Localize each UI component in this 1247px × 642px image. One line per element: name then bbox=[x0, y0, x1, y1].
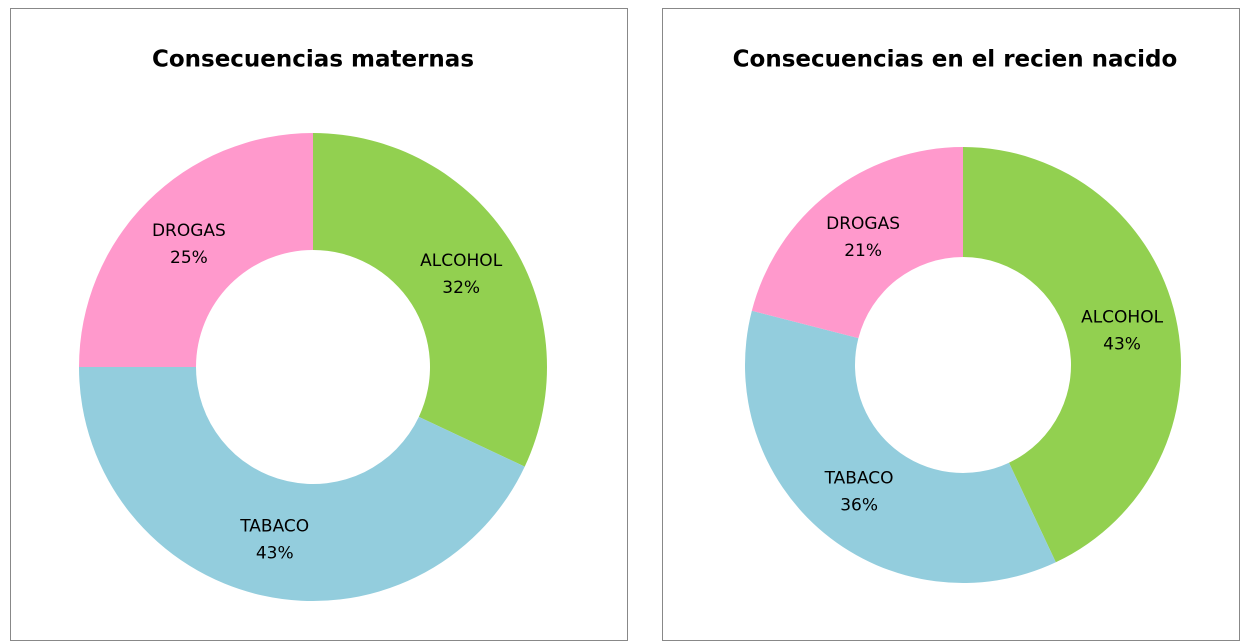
slice-label: DROGAS bbox=[826, 214, 900, 234]
donut-slice bbox=[79, 367, 525, 602]
slice-value-label: 36% bbox=[840, 496, 878, 516]
donut-slice bbox=[751, 147, 963, 339]
donut-slice bbox=[313, 133, 548, 467]
chart-title: Consecuencias maternas bbox=[152, 47, 474, 73]
donut-slice bbox=[745, 310, 1056, 583]
donut-slice bbox=[963, 147, 1181, 563]
slice-label: TABACO bbox=[824, 469, 894, 489]
slice-label: ALCOHOL bbox=[1081, 307, 1164, 327]
slice-label: ALCOHOL bbox=[420, 251, 503, 271]
slice-value-label: 21% bbox=[844, 241, 882, 261]
slice-value-label: 43% bbox=[1103, 334, 1141, 354]
slice-value-label: 32% bbox=[442, 278, 480, 298]
slice-label: DROGAS bbox=[152, 221, 226, 241]
slice-label: TABACO bbox=[239, 516, 309, 536]
slice-value-label: 43% bbox=[256, 543, 294, 563]
chart-title: Consecuencias en el recien nacido bbox=[733, 47, 1178, 73]
donut-slice bbox=[79, 133, 313, 367]
slice-value-label: 25% bbox=[170, 248, 208, 268]
